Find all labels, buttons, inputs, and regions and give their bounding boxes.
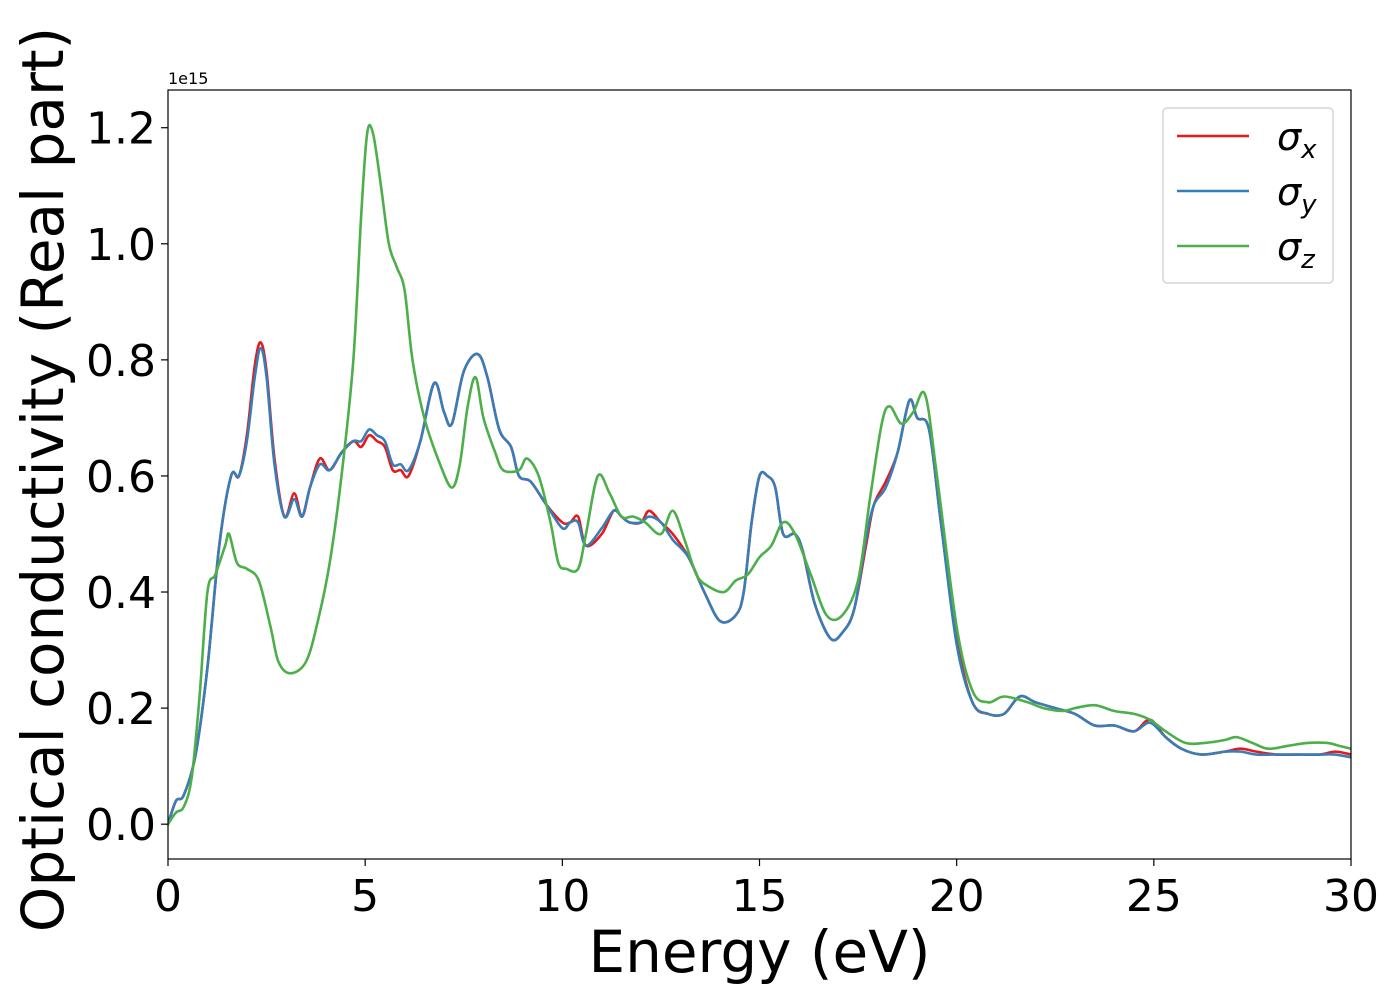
y-tick-label: 0.4: [86, 568, 156, 619]
y-tick-label: 0.2: [86, 684, 156, 735]
y-tick-label: 0.0: [86, 800, 156, 851]
legend-box: [1162, 107, 1334, 284]
y-axis-ticks: 0.0 0.2 0.4 0.6 0.8 1.0 1.2: [86, 104, 168, 851]
series-layer: [168, 123, 1351, 826]
series-line-z: [168, 123, 1351, 826]
x-tick-label: 10: [534, 871, 590, 922]
x-tick-label: 0: [154, 871, 182, 922]
x-tick-label: 30: [1323, 871, 1379, 922]
y-tick-label: 1.2: [86, 104, 156, 155]
y-offset-label: 1e15: [168, 69, 208, 88]
x-tick-label: 15: [732, 871, 788, 922]
y-tick-label: 1.0: [86, 220, 156, 271]
series-line-y: [168, 346, 1351, 826]
y-tick-label: 0.8: [86, 336, 156, 387]
legend-label-y: σy: [1277, 170, 1317, 220]
x-axis-label: Energy (eV): [588, 918, 930, 986]
y-axis-label: Optical conductivity (Real part): [9, 27, 77, 932]
x-tick-label: 20: [929, 871, 985, 922]
series-line-x: [168, 341, 1351, 826]
legend-label-x: σx: [1277, 115, 1317, 165]
x-axis-ticks: 0 5 10 15 20 25 30: [154, 859, 1379, 922]
legend-label-z: σz: [1277, 225, 1316, 275]
y-tick-label: 0.6: [86, 452, 156, 503]
x-tick-label: 5: [351, 871, 379, 922]
x-tick-label: 25: [1126, 871, 1182, 922]
